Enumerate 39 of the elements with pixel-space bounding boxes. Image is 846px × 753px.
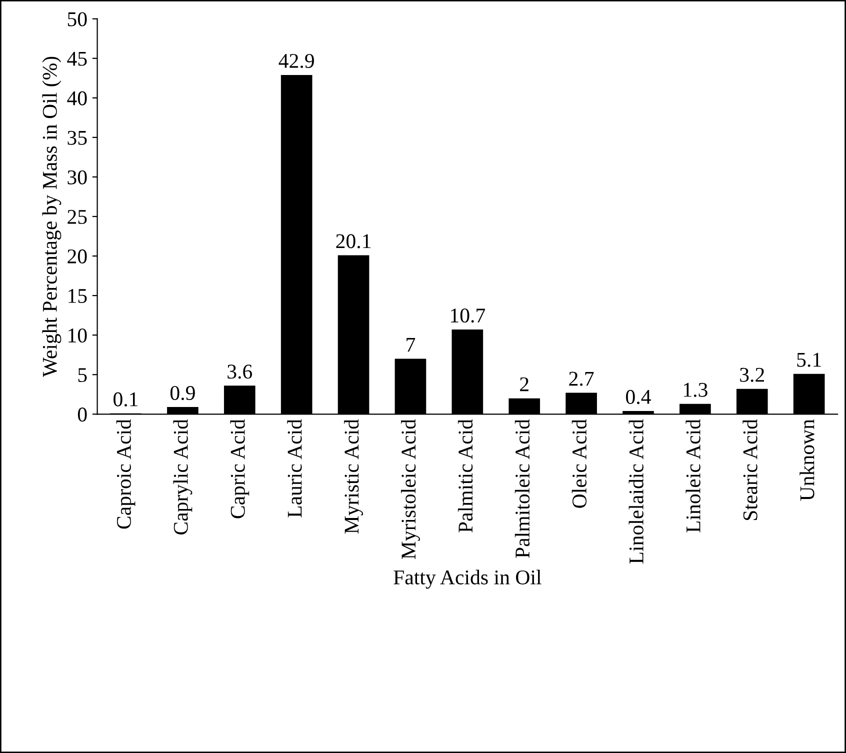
data-label: 0.4 — [626, 390, 651, 404]
y-tick-label: 10 — [68, 328, 87, 343]
y-tick-label: 45 — [67, 52, 87, 66]
x-tick-label: Myristic Acid — [344, 419, 364, 534]
y-tick-label: 15 — [68, 289, 87, 303]
data-label: 3.2 — [740, 368, 764, 382]
x-tick-label: Caproic Acid — [116, 419, 136, 529]
data-label: 0.1 — [114, 392, 138, 406]
x-tick-label: Unknown — [800, 419, 814, 501]
x-tick-label: Myristoleic Acid — [400, 419, 420, 560]
x-tick-label: Palmitoleic Acid — [514, 419, 530, 558]
data-label: 0.9 — [170, 386, 195, 400]
data-label: 7 — [406, 338, 416, 352]
data-label: 2 — [520, 377, 528, 392]
x-tick-label: Palmitic Acid — [458, 419, 473, 532]
data-label: 10.7 — [451, 308, 486, 323]
y-tick-label: 5 — [78, 368, 87, 382]
y-tick-label: 30 — [68, 170, 87, 184]
x-axis-title: Fatty Acids in Oil — [394, 570, 542, 589]
x-tick-label: Caprylic Acid — [173, 419, 192, 534]
x-tick-label: Linoleic Acid — [686, 419, 700, 532]
y-axis-title: Weight Percentage by Mass in Oil (%) — [42, 56, 62, 378]
y-tick-label: 40 — [67, 91, 87, 106]
x-tick-label: Capric Acid — [230, 419, 250, 518]
x-tick-label: Stearic Acid — [742, 419, 758, 520]
x-tick-label: Oleic Acid — [572, 419, 587, 508]
x-tick-label: Linolelaidic Acid — [628, 419, 644, 564]
y-tick-label: 25 — [68, 210, 87, 224]
y-tick-label: 35 — [68, 130, 87, 145]
x-tick-label: Lauric Acid — [287, 419, 302, 518]
y-tick-label: 0 — [78, 408, 87, 422]
data-label: 42.9 — [278, 54, 314, 68]
data-label: 5.1 — [797, 352, 821, 367]
y-tick-label: 50 — [68, 12, 87, 26]
data-label: 3.6 — [228, 364, 252, 379]
y-tick-label: 20 — [68, 249, 87, 264]
data-label: 1.3 — [684, 382, 708, 397]
data-label: 20.1 — [336, 234, 371, 248]
data-label: 2.7 — [569, 372, 594, 386]
